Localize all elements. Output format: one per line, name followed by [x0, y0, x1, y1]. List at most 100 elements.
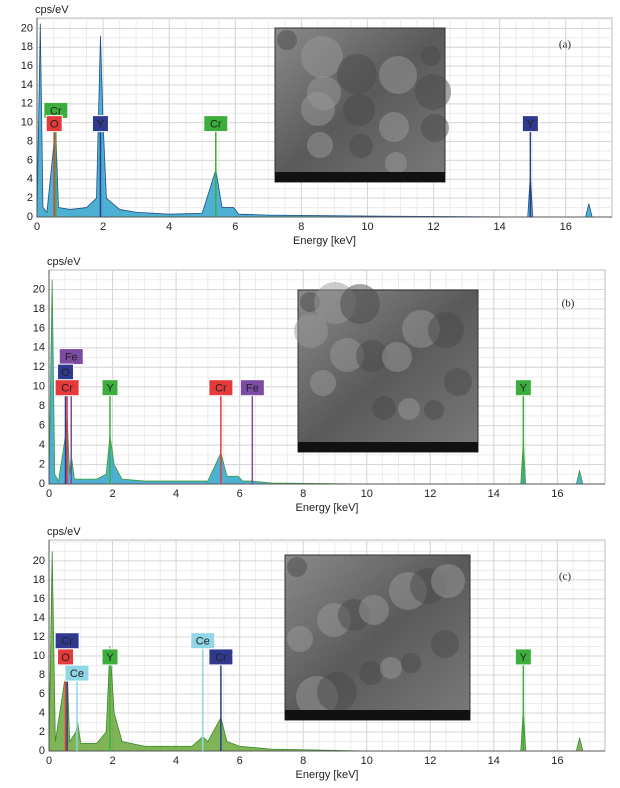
- x-tick-label: 6: [237, 755, 243, 767]
- y-tick-label: 6: [39, 420, 45, 432]
- x-tick-label: 4: [173, 755, 179, 767]
- sem-grain: [372, 396, 396, 420]
- x-tick-label: 16: [551, 488, 563, 500]
- element-label: Y: [527, 119, 535, 131]
- x-tick-label: 10: [361, 221, 373, 233]
- sem-grain: [359, 595, 389, 625]
- sem-grain: [431, 564, 465, 598]
- y-tick-label: 14: [33, 342, 45, 354]
- element-label: Cr: [61, 636, 73, 648]
- sem-grain: [428, 312, 464, 348]
- y-tick-label: 20: [21, 22, 33, 34]
- y-tick-label: 18: [33, 574, 45, 586]
- element-label: Cr: [210, 119, 222, 131]
- x-tick-label: 6: [237, 488, 243, 500]
- y-axis-label: cps/eV: [47, 526, 81, 538]
- element-box: [514, 648, 532, 666]
- panel-label: (a): [559, 39, 572, 51]
- element-label: Ce: [70, 668, 84, 680]
- x-tick-label: 12: [424, 488, 436, 500]
- element-label: Y: [106, 652, 114, 664]
- element-box: [239, 379, 265, 397]
- y-axis-label: cps/eV: [35, 4, 69, 16]
- x-tick-label: 2: [109, 755, 115, 767]
- y-tick-label: 0: [39, 478, 45, 490]
- element-label: O: [61, 367, 70, 379]
- sem-grain: [277, 30, 297, 50]
- y-tick-label: 12: [33, 631, 45, 643]
- x-tick-label: 4: [173, 488, 179, 500]
- sem-grain: [431, 630, 459, 658]
- sem-footer: [285, 710, 470, 720]
- element-label: Cr: [215, 652, 227, 664]
- x-tick-label: 2: [100, 221, 106, 233]
- sem-grain: [444, 368, 472, 396]
- x-tick-label: 12: [424, 755, 436, 767]
- x-tick-label: 8: [298, 221, 304, 233]
- sem-grain: [349, 134, 373, 158]
- y-tick-label: 10: [33, 650, 45, 662]
- sem-grain: [415, 74, 451, 110]
- sem-grain: [424, 400, 444, 420]
- y-tick-label: 18: [33, 303, 45, 315]
- x-tick-label: 2: [109, 488, 115, 500]
- y-tick-label: 12: [21, 98, 33, 110]
- sem-grain: [359, 661, 383, 685]
- x-axis-label: Energy [keV]: [296, 502, 359, 514]
- panel-label: (b): [562, 298, 575, 310]
- sem-grain: [379, 112, 409, 142]
- y-tick-label: 0: [39, 745, 45, 757]
- panel-label: (c): [559, 571, 572, 583]
- x-tick-label: 4: [166, 221, 172, 233]
- element-box: [91, 115, 109, 133]
- y-tick-label: 8: [39, 669, 45, 681]
- sem-grain: [343, 94, 375, 126]
- element-box: [101, 648, 119, 666]
- element-box: [45, 115, 63, 133]
- element-box: [190, 632, 216, 650]
- element-label: Fe: [65, 351, 78, 363]
- element-box: [54, 379, 80, 397]
- y-tick-label: 6: [27, 154, 33, 166]
- sem-footer: [275, 172, 445, 182]
- sem-grain: [301, 92, 335, 126]
- element-box: [514, 379, 532, 397]
- x-tick-label: 6: [232, 221, 238, 233]
- element-box: [64, 664, 90, 682]
- element-label: Cr: [215, 383, 227, 395]
- element-label: O: [61, 652, 70, 664]
- y-tick-label: 20: [33, 555, 45, 567]
- y-tick-label: 14: [21, 79, 33, 91]
- sem-grain: [287, 557, 307, 577]
- element-label: Y: [520, 652, 528, 664]
- y-tick-label: 8: [39, 400, 45, 412]
- x-tick-label: 14: [488, 488, 500, 500]
- sem-grain: [382, 342, 412, 372]
- sem-footer: [298, 442, 478, 452]
- x-tick-label: 0: [46, 755, 52, 767]
- y-tick-label: 2: [27, 192, 33, 204]
- element-label: Cr: [61, 383, 73, 395]
- sem-grain: [421, 46, 441, 66]
- x-tick-label: 16: [551, 755, 563, 767]
- x-axis-label: Energy [keV]: [296, 769, 359, 781]
- y-tick-label: 14: [33, 612, 45, 624]
- y-tick-label: 20: [33, 283, 45, 295]
- sem-grain: [398, 398, 420, 420]
- x-tick-label: 8: [300, 755, 306, 767]
- y-tick-label: 12: [33, 361, 45, 373]
- sem-grain: [356, 340, 388, 372]
- element-label: O: [50, 119, 59, 131]
- element-box: [208, 379, 234, 397]
- x-tick-label: 16: [560, 221, 572, 233]
- y-tick-label: 16: [21, 60, 33, 72]
- sem-grain: [317, 672, 357, 712]
- element-box: [521, 115, 539, 133]
- element-box: [203, 115, 229, 133]
- x-tick-label: 14: [494, 221, 506, 233]
- x-tick-label: 10: [361, 488, 373, 500]
- sem-grain: [421, 114, 449, 142]
- x-tick-label: 12: [427, 221, 439, 233]
- element-box: [208, 648, 234, 666]
